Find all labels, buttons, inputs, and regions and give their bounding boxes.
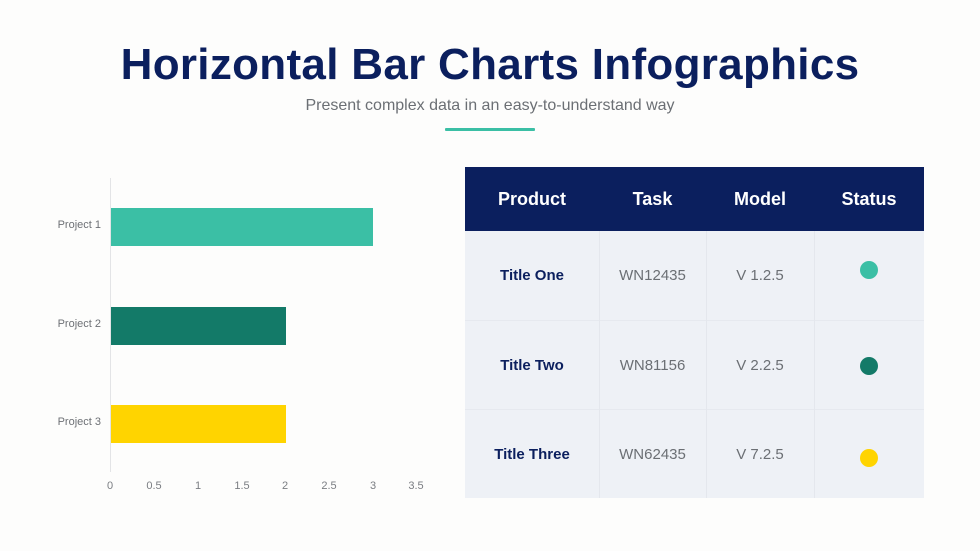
status-dot-icon [860, 261, 878, 280]
cell-model: V 7.2.5 [736, 446, 784, 463]
column-header-status: Status [841, 189, 897, 209]
table-row: Title Three WN62435 V 7.2.5 [465, 409, 924, 499]
cell-task: WN62435 [619, 446, 686, 463]
cell-product: Title Two [500, 357, 564, 374]
y-axis-line [110, 178, 111, 472]
page-title: Horizontal Bar Charts Infographics [120, 40, 860, 89]
cell-status [814, 321, 924, 410]
x-tick: 3 [369, 480, 377, 492]
y-label-project-2: Project 2 [57, 318, 101, 330]
cell-status [814, 410, 924, 499]
title-accent-divider [445, 128, 535, 131]
table-body: Title One WN12435 V 1.2.5 Title Two WN81… [465, 231, 924, 498]
cell-task: WN12435 [619, 267, 686, 284]
x-tick: 3.5 [408, 480, 424, 492]
x-tick: 0.5 [146, 480, 162, 492]
bar-project-2 [111, 307, 286, 345]
x-tick: 1 [194, 480, 202, 492]
bar-project-1 [111, 208, 373, 246]
column-divider [706, 231, 707, 498]
x-tick: 2 [281, 480, 289, 492]
y-label-project-3: Project 3 [57, 416, 101, 428]
column-header-model: Model [734, 189, 786, 209]
status-dot-icon [860, 357, 878, 376]
x-tick: 0 [106, 480, 114, 492]
table-header: Product Task Model Status [465, 167, 924, 231]
page-subtitle: Present complex data in an easy-to-under… [305, 97, 675, 114]
status-dot-icon [860, 449, 878, 468]
table-row: Title Two WN81156 V 2.2.5 [465, 320, 924, 410]
cell-status [814, 231, 924, 320]
y-label-project-1: Project 1 [57, 219, 101, 231]
table-row: Title One WN12435 V 1.2.5 [465, 231, 924, 320]
cell-task: WN81156 [619, 357, 686, 374]
bar-project-3 [111, 405, 286, 443]
column-header-task: Task [632, 189, 673, 209]
x-tick: 1.5 [234, 480, 250, 492]
cell-model: V 2.2.5 [736, 357, 784, 374]
column-header-product: Product [497, 189, 566, 209]
x-tick: 2.5 [321, 480, 337, 492]
cell-product: Title Three [494, 446, 570, 463]
horizontal-bar-chart: Project 1 Project 2 Project 3 0 0.5 1 1.… [0, 0, 460, 551]
column-divider [814, 231, 815, 498]
cell-product: Title One [500, 267, 564, 284]
column-divider [599, 231, 600, 498]
cell-model: V 1.2.5 [736, 267, 784, 284]
product-status-table: Product Task Model Status Title One WN12… [465, 167, 924, 498]
